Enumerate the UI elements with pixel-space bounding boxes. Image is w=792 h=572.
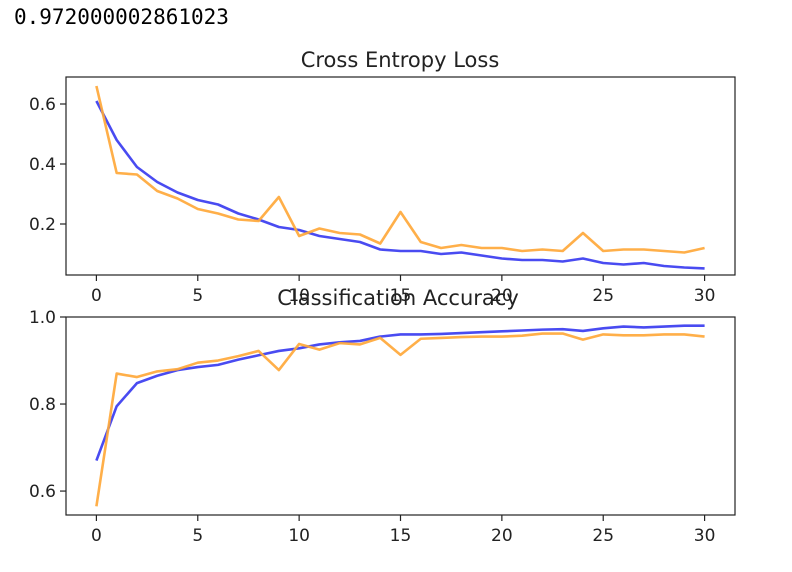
accuracy-y-tick-label: 0.6 <box>29 482 56 502</box>
loss-x-tick-label: 10 <box>288 286 310 306</box>
accuracy-x-axis: 0 5 10 15 20 25 30 <box>91 515 715 546</box>
accuracy-x-tick-label: 25 <box>592 526 614 546</box>
loss-y-axis: 0.2 0.4 0.6 <box>29 95 66 235</box>
accuracy-x-tick-label: 0 <box>91 526 102 546</box>
cell-output-text: 0.972000002861023 <box>14 5 229 29</box>
accuracy-y-tick-label: 1.0 <box>29 308 56 328</box>
loss-y-tick-label: 0.6 <box>29 95 56 115</box>
loss-chart: Cross Entropy Loss 0.2 0.4 0.6 0 5 10 15 20 25 3… <box>29 48 736 306</box>
accuracy-y-tick-label: 0.8 <box>29 395 56 415</box>
loss-chart-title: Cross Entropy Loss <box>301 48 500 72</box>
accuracy-chart-title: Classification Accuracy <box>277 286 519 310</box>
accuracy-x-tick-label: 5 <box>192 526 203 546</box>
accuracy-plot-frame <box>65 316 736 516</box>
loss-x-axis: 0 5 10 15 20 25 30 <box>91 275 715 306</box>
accuracy-series <box>95 324 705 507</box>
loss-x-tick-label: 5 <box>192 286 203 306</box>
loss-x-tick-label: 30 <box>694 286 716 306</box>
loss-test-line <box>95 85 705 254</box>
loss-plot-frame <box>65 76 736 276</box>
accuracy-x-tick-label: 15 <box>390 526 412 546</box>
loss-x-tick-label: 25 <box>592 286 614 306</box>
accuracy-test-line <box>95 332 705 507</box>
loss-x-tick-label: 0 <box>91 286 102 306</box>
accuracy-y-axis: 0.6 0.8 1.0 <box>29 308 66 502</box>
loss-x-tick-label: 15 <box>390 286 412 306</box>
accuracy-chart: 0.6 0.8 1.0 0 5 10 15 20 25 30 Classification Ac… <box>29 286 736 546</box>
accuracy-x-tick-label: 30 <box>694 526 716 546</box>
accuracy-x-tick-label: 10 <box>288 526 310 546</box>
accuracy-train-line <box>95 324 705 462</box>
loss-train-line <box>95 100 705 270</box>
accuracy-x-tick-label: 20 <box>491 526 513 546</box>
loss-series <box>95 85 705 270</box>
loss-x-tick-label: 20 <box>491 286 513 306</box>
loss-y-tick-label: 0.2 <box>29 215 56 235</box>
loss-y-tick-label: 0.4 <box>29 155 56 175</box>
